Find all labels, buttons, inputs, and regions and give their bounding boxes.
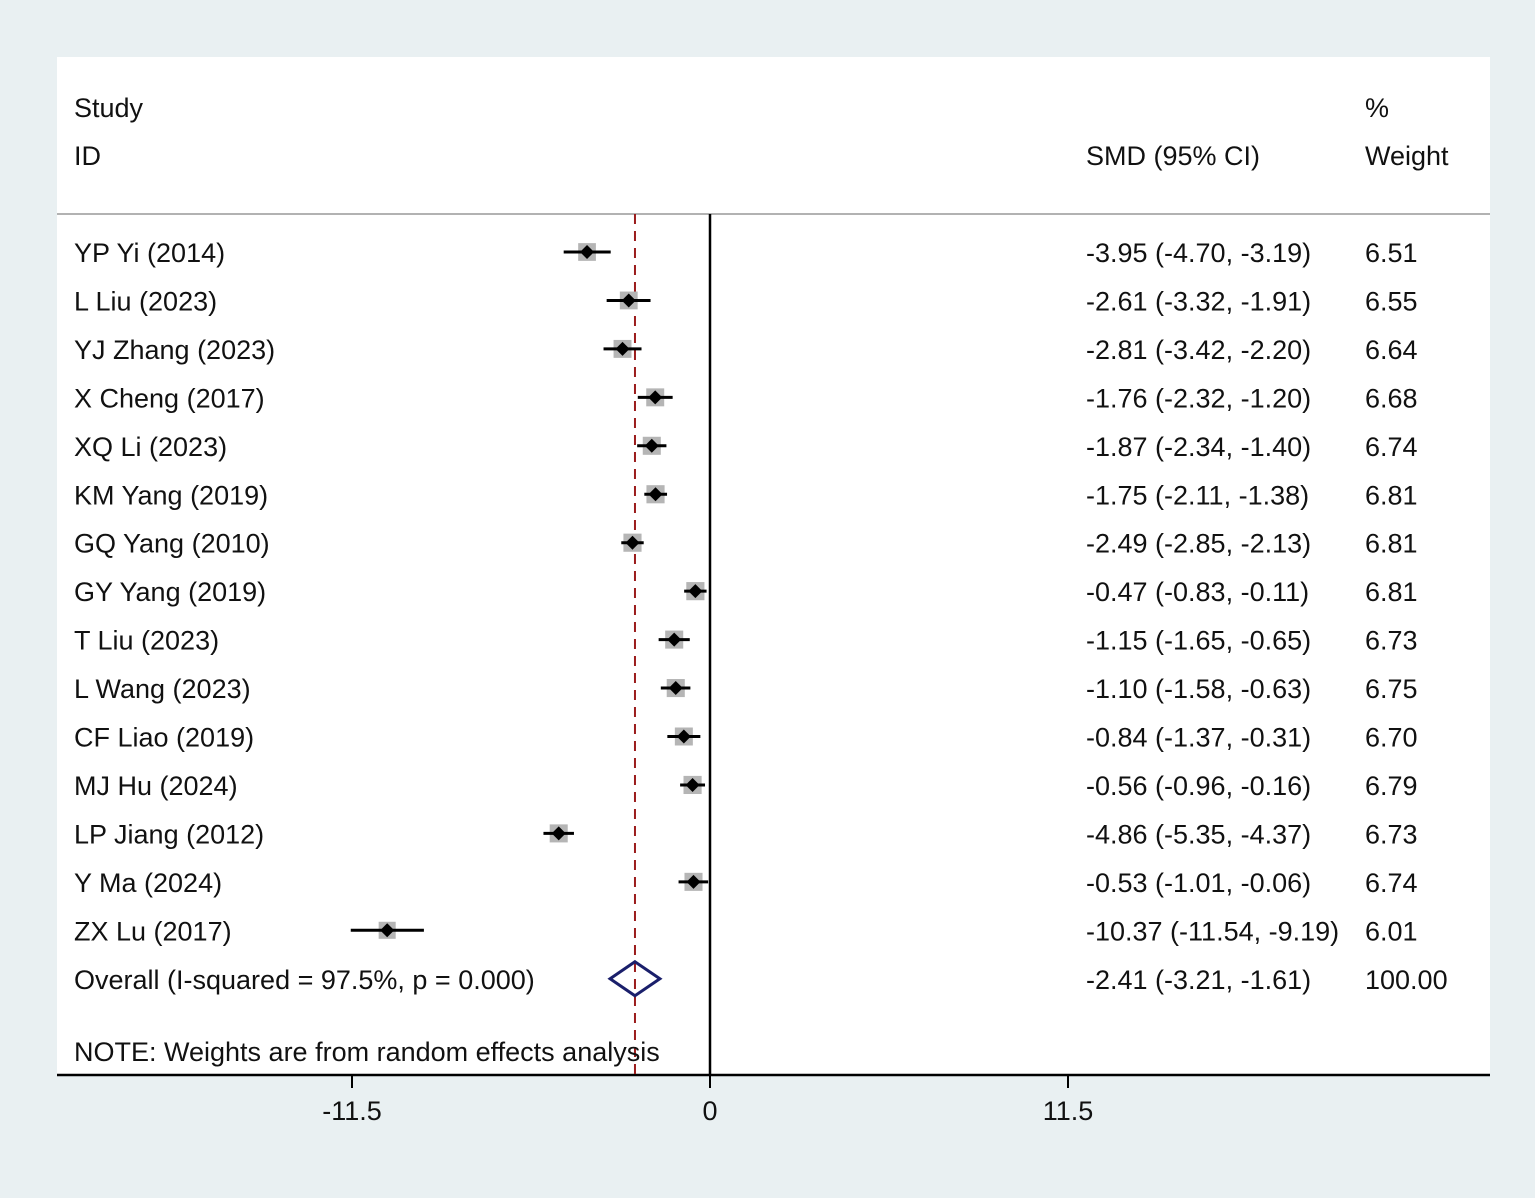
study-label: T Liu (2023)	[74, 626, 219, 656]
study-ci-text: -1.76 (-2.32, -1.20)	[1086, 383, 1311, 413]
point-estimate-marker	[668, 681, 683, 696]
study-ci-text: -0.47 (-0.83, -0.11)	[1086, 577, 1309, 607]
study-weight-text: 6.79	[1365, 771, 1418, 801]
study-weight-text: 6.73	[1365, 819, 1418, 849]
point-estimate-marker	[580, 245, 595, 259]
study-label: ZX Lu (2017)	[74, 916, 232, 946]
point-estimate-marker	[615, 341, 630, 356]
point-estimate-marker	[685, 777, 700, 792]
header-study: Study	[74, 93, 144, 123]
study-weight-text: 6.68	[1365, 383, 1418, 413]
study-ci-text: -0.56 (-0.96, -0.16)	[1086, 771, 1311, 801]
study-ci-text: -0.84 (-1.37, -0.31)	[1086, 723, 1311, 753]
point-estimate-marker	[686, 874, 701, 889]
study-ci-text: -2.49 (-2.85, -2.13)	[1086, 529, 1311, 559]
point-estimate-marker	[380, 923, 395, 938]
point-estimate-marker	[648, 390, 663, 405]
point-estimate-marker	[644, 438, 659, 453]
study-label: CF Liao (2019)	[74, 723, 254, 753]
study-ci-text: -10.37 (-11.54, -9.19)	[1086, 916, 1339, 946]
study-label: KM Yang (2019)	[74, 480, 268, 510]
x-tick-label: 11.5	[1043, 1096, 1094, 1126]
point-estimate-marker	[621, 293, 636, 308]
study-ci-text: -1.10 (-1.58, -0.63)	[1086, 674, 1311, 704]
study-ci-text: -4.86 (-5.35, -4.37)	[1086, 819, 1311, 849]
point-estimate-marker	[625, 535, 640, 550]
header-effect: SMD (95% CI)	[1086, 141, 1260, 171]
study-label: YJ Zhang (2023)	[74, 335, 275, 365]
point-estimate-marker	[648, 487, 663, 502]
point-estimate-marker	[551, 826, 566, 841]
study-weight-text: 6.55	[1365, 286, 1418, 316]
study-ci-text: -1.87 (-2.34, -1.40)	[1086, 432, 1311, 462]
study-label: L Liu (2023)	[74, 286, 217, 316]
study-label: X Cheng (2017)	[74, 383, 265, 413]
study-ci-text: -1.75 (-2.11, -1.38)	[1086, 480, 1309, 510]
study-weight-text: 6.51	[1365, 238, 1418, 268]
study-label: L Wang (2023)	[74, 674, 251, 704]
overall-label: Overall (I-squared = 97.5%, p = 0.000)	[74, 965, 535, 995]
study-weight-text: 6.81	[1365, 529, 1418, 559]
study-label: Y Ma (2024)	[74, 868, 222, 898]
study-ci-text: -1.15 (-1.65, -0.65)	[1086, 626, 1311, 656]
study-weight-text: 6.73	[1365, 626, 1418, 656]
study-ci-text: -2.81 (-3.42, -2.20)	[1086, 335, 1311, 365]
x-tick-label: 0	[702, 1096, 717, 1126]
study-label: YP Yi (2014)	[74, 238, 225, 268]
study-weight-text: 6.01	[1365, 916, 1418, 946]
study-label: LP Jiang (2012)	[74, 819, 264, 849]
header-weight: Weight	[1365, 141, 1449, 171]
study-weight-text: 6.75	[1365, 674, 1418, 704]
plot-panel	[57, 57, 1490, 1075]
study-ci-text: -2.61 (-3.32, -1.91)	[1086, 286, 1311, 316]
study-label: GQ Yang (2010)	[74, 529, 270, 559]
header-id: ID	[74, 141, 101, 171]
study-ci-text: -0.53 (-1.01, -0.06)	[1086, 868, 1311, 898]
study-label: MJ Hu (2024)	[74, 771, 238, 801]
header-percent: %	[1365, 93, 1389, 123]
study-label: GY Yang (2019)	[74, 577, 266, 607]
point-estimate-marker	[688, 584, 703, 599]
overall-ci-text: -2.41 (-3.21, -1.61)	[1086, 965, 1311, 995]
overall-weight-text: 100.00	[1365, 965, 1448, 995]
overall-diamond	[607, 959, 663, 998]
study-weight-text: 6.70	[1365, 723, 1418, 753]
point-estimate-marker	[667, 632, 682, 647]
note-text: NOTE: Weights are from random effects an…	[74, 1037, 660, 1067]
study-label: XQ Li (2023)	[74, 432, 227, 462]
study-weight-text: 6.81	[1365, 480, 1418, 510]
point-estimate-marker	[676, 729, 691, 744]
study-ci-text: -3.95 (-4.70, -3.19)	[1086, 238, 1311, 268]
study-weight-text: 6.81	[1365, 577, 1418, 607]
study-weight-text: 6.74	[1365, 432, 1418, 462]
study-weight-text: 6.64	[1365, 335, 1418, 365]
study-weight-text: 6.74	[1365, 868, 1418, 898]
x-tick-label: -11.5	[322, 1096, 382, 1126]
